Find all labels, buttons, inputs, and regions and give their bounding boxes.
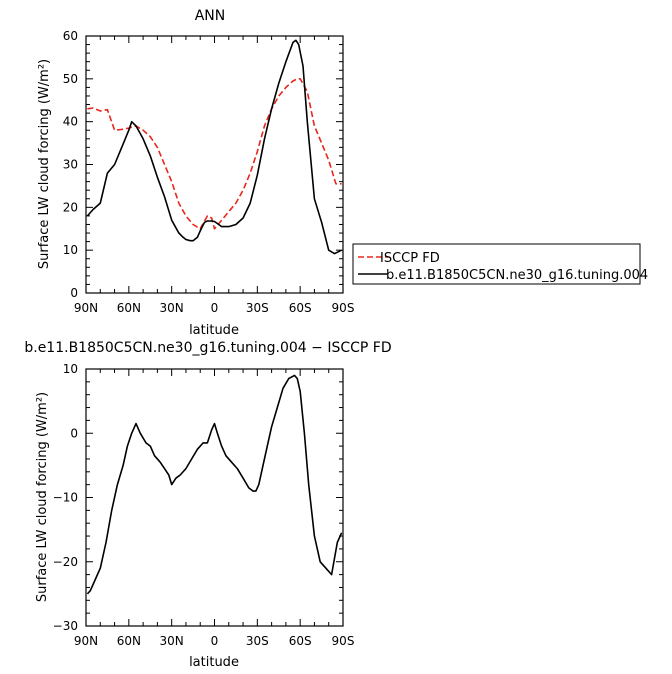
panel-1-y-tick-label: 60: [63, 29, 78, 43]
panel-2-series-line-1: [86, 374, 343, 595]
panel-2-x-tick-label: 30S: [246, 634, 269, 648]
panel-1-x-tick-label: 60S: [289, 301, 312, 315]
panel-1-series-line-1: [87, 78, 342, 230]
legend: ISCCP FD b.e11.B1850C5CN.ne30_g16.tuning…: [352, 243, 648, 285]
panel-1-x-axis-label: latitude: [189, 323, 239, 338]
panel-2-x-tick-label: 90N: [74, 634, 98, 648]
panel-2-x-axis-label: latitude: [189, 655, 239, 670]
panel-2-title: b.e11.B1850C5CN.ne30_g16.tuning.004 − IS…: [24, 340, 391, 356]
panel-2-x-tick-label: 60N: [117, 634, 141, 648]
panel-2-x-tick-label: 0: [211, 634, 219, 648]
panel-1-x-tick-label: 30S: [246, 301, 269, 315]
panel-2-plot-frame: [85, 368, 344, 627]
panel-2-y-tick-label: 10: [63, 362, 78, 376]
legend-box: [352, 243, 641, 285]
panel-1-plot-frame: [85, 35, 344, 294]
panel-1-series-line-2: [86, 39, 342, 255]
panel-difference: b.e11.B1850C5CN.ne30_g16.tuning.004 − IS…: [24, 340, 391, 670]
panel-1-y-tick-label: 10: [63, 243, 78, 257]
panel-1-title: ANN: [195, 8, 226, 24]
panel-2-y-axis-label: Surface LW cloud forcing (W/m²): [35, 392, 50, 602]
panel-2-y-tick-label: −30: [53, 619, 78, 633]
panel-2-x-tick-label: 90S: [332, 634, 355, 648]
panel-1-y-tick-label: 20: [63, 200, 78, 214]
panel-2-y-tick-label: 0: [70, 426, 78, 440]
panel-1-x-tick-label: 0: [211, 301, 219, 315]
legend-label-isccp: ISCCP FD: [380, 251, 440, 266]
panel-1-x-tick-label: 60N: [117, 301, 141, 315]
panel-2-x-tick-label: 30N: [160, 634, 184, 648]
panel-1-x-tick-label: 90N: [74, 301, 98, 315]
panel-1-y-tick-label: 0: [70, 286, 78, 300]
panel-1-y-tick-label: 30: [63, 158, 78, 172]
panel-1-x-tick-label: 30N: [160, 301, 184, 315]
panel-1-y-axis-label: Surface LW cloud forcing (W/m²): [37, 59, 52, 269]
panel-1-y-tick-label: 40: [63, 115, 78, 129]
panel-annual-mean: ANN 90N 60N 30N 0 30S 60S 90S 0 10 20 30 40 50 60 lat…: [37, 8, 354, 338]
panel-1-x-tick-label: 90S: [332, 301, 355, 315]
legend-label-model: b.e11.B1850C5CN.ne30_g16.tuning.004: [386, 268, 648, 283]
panel-2-y-tick-label: −20: [53, 555, 78, 569]
panel-1-y-tick-label: 50: [63, 72, 78, 86]
panel-2-x-tick-label: 60S: [289, 634, 312, 648]
panel-2-y-tick-label: −10: [53, 491, 78, 505]
